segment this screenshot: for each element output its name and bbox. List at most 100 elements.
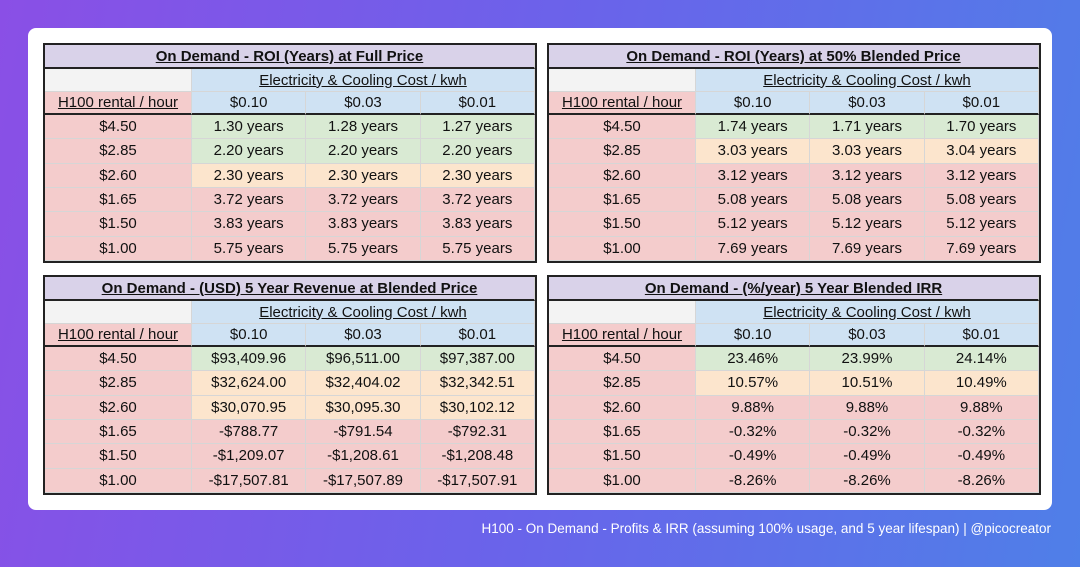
cell: 3.72 years: [306, 188, 421, 213]
cell: 3.03 years: [810, 139, 925, 164]
column-header: $0.10: [192, 324, 307, 347]
cell: -$17,507.91: [420, 468, 535, 493]
table-title: On Demand - (USD) 5 Year Revenue at Blen…: [45, 277, 535, 301]
cell: -0.32%: [810, 420, 925, 445]
cell: $30,102.12: [420, 395, 535, 420]
cell: $32,342.51: [420, 371, 535, 396]
cell: 3.04 years: [924, 139, 1039, 164]
row-label: $1.65: [549, 188, 696, 213]
cell: -0.32%: [924, 420, 1039, 445]
column-header: $0.10: [192, 92, 307, 115]
cell: 5.12 years: [810, 212, 925, 237]
cell: 24.14%: [924, 347, 1039, 372]
cell: -$1,209.07: [192, 444, 307, 469]
cell: 2.20 years: [306, 139, 421, 164]
cell: -$792.31: [420, 420, 535, 445]
row-label: $2.85: [45, 139, 192, 164]
cell: 5.08 years: [924, 188, 1039, 213]
cell: 3.72 years: [420, 188, 535, 213]
table: On Demand - ROI (Years) at 50% Blended P…: [547, 43, 1041, 263]
cell: -$17,507.89: [306, 468, 421, 493]
cell: -0.49%: [810, 444, 925, 469]
cell: 5.75 years: [306, 236, 421, 261]
cell: 3.12 years: [810, 163, 925, 188]
row-label: $1.65: [45, 188, 192, 213]
column-group-header: Electricity & Cooling Cost / kwh: [696, 69, 1039, 92]
row-label: $1.50: [45, 212, 192, 237]
row-label: $4.50: [549, 347, 696, 372]
cell: 9.88%: [810, 395, 925, 420]
column-header: $0.03: [810, 92, 925, 115]
table-title: On Demand - (%/year) 5 Year Blended IRR: [549, 277, 1039, 301]
column-group-header: Electricity & Cooling Cost / kwh: [192, 301, 535, 324]
corner-cell: [549, 69, 696, 92]
cell: 3.83 years: [192, 212, 307, 237]
cell: 9.88%: [696, 395, 811, 420]
row-label: $1.65: [549, 420, 696, 445]
row-label: $2.60: [45, 395, 192, 420]
cell: -$791.54: [306, 420, 421, 445]
cell: -$788.77: [192, 420, 307, 445]
cell: $97,387.00: [420, 347, 535, 372]
cell: 2.20 years: [192, 139, 307, 164]
caption: H100 - On Demand - Profits & IRR (assumi…: [481, 521, 1051, 536]
column-header: $0.01: [924, 324, 1039, 347]
table-title: On Demand - ROI (Years) at Full Price: [45, 45, 535, 69]
cell: -$1,208.61: [306, 444, 421, 469]
cell: $30,070.95: [192, 395, 307, 420]
cell: -$17,507.81: [192, 468, 307, 493]
cell: 1.71 years: [810, 115, 925, 140]
column-header: $0.03: [810, 324, 925, 347]
cell: 5.12 years: [924, 212, 1039, 237]
cell: -$1,208.48: [420, 444, 535, 469]
cell: 3.83 years: [306, 212, 421, 237]
column-header: $0.10: [696, 92, 811, 115]
row-label: $4.50: [45, 115, 192, 140]
cell: -0.49%: [924, 444, 1039, 469]
cell: $32,404.02: [306, 371, 421, 396]
cell: 3.72 years: [192, 188, 307, 213]
cell: 7.69 years: [810, 236, 925, 261]
cell: 3.12 years: [696, 163, 811, 188]
cell: -8.26%: [810, 468, 925, 493]
corner-cell: [45, 301, 192, 324]
cell: 5.75 years: [420, 236, 535, 261]
column-header: $0.03: [306, 324, 421, 347]
cell: 7.69 years: [924, 236, 1039, 261]
cell: 5.08 years: [696, 188, 811, 213]
row-label: $1.00: [45, 468, 192, 493]
cell: 23.99%: [810, 347, 925, 372]
cell: 3.12 years: [924, 163, 1039, 188]
cell: 2.20 years: [420, 139, 535, 164]
column-header: $0.01: [420, 92, 535, 115]
cell: -0.49%: [696, 444, 811, 469]
cell: -8.26%: [696, 468, 811, 493]
corner-cell: [45, 69, 192, 92]
row-label: $1.50: [549, 444, 696, 469]
cell: $32,624.00: [192, 371, 307, 396]
table-title: On Demand - ROI (Years) at 50% Blended P…: [549, 45, 1039, 69]
cell: $93,409.96: [192, 347, 307, 372]
table: On Demand - (USD) 5 Year Revenue at Blen…: [43, 275, 537, 495]
column-group-header: Electricity & Cooling Cost / kwh: [696, 301, 1039, 324]
cell: -8.26%: [924, 468, 1039, 493]
column-header: $0.03: [306, 92, 421, 115]
cell: 3.03 years: [696, 139, 811, 164]
cell: 5.08 years: [810, 188, 925, 213]
row-label: $2.85: [549, 139, 696, 164]
cell: $30,095.30: [306, 395, 421, 420]
cell: 2.30 years: [192, 163, 307, 188]
cell: 23.46%: [696, 347, 811, 372]
row-label: $2.85: [45, 371, 192, 396]
cell: 1.28 years: [306, 115, 421, 140]
cell: 1.27 years: [420, 115, 535, 140]
row-label: $2.60: [45, 163, 192, 188]
column-header: $0.10: [696, 324, 811, 347]
row-label: $4.50: [549, 115, 696, 140]
column-header: $0.01: [420, 324, 535, 347]
table: On Demand - ROI (Years) at Full Price Ele…: [43, 43, 537, 263]
cell: 1.74 years: [696, 115, 811, 140]
row-label: $1.50: [45, 444, 192, 469]
cell: $96,511.00: [306, 347, 421, 372]
